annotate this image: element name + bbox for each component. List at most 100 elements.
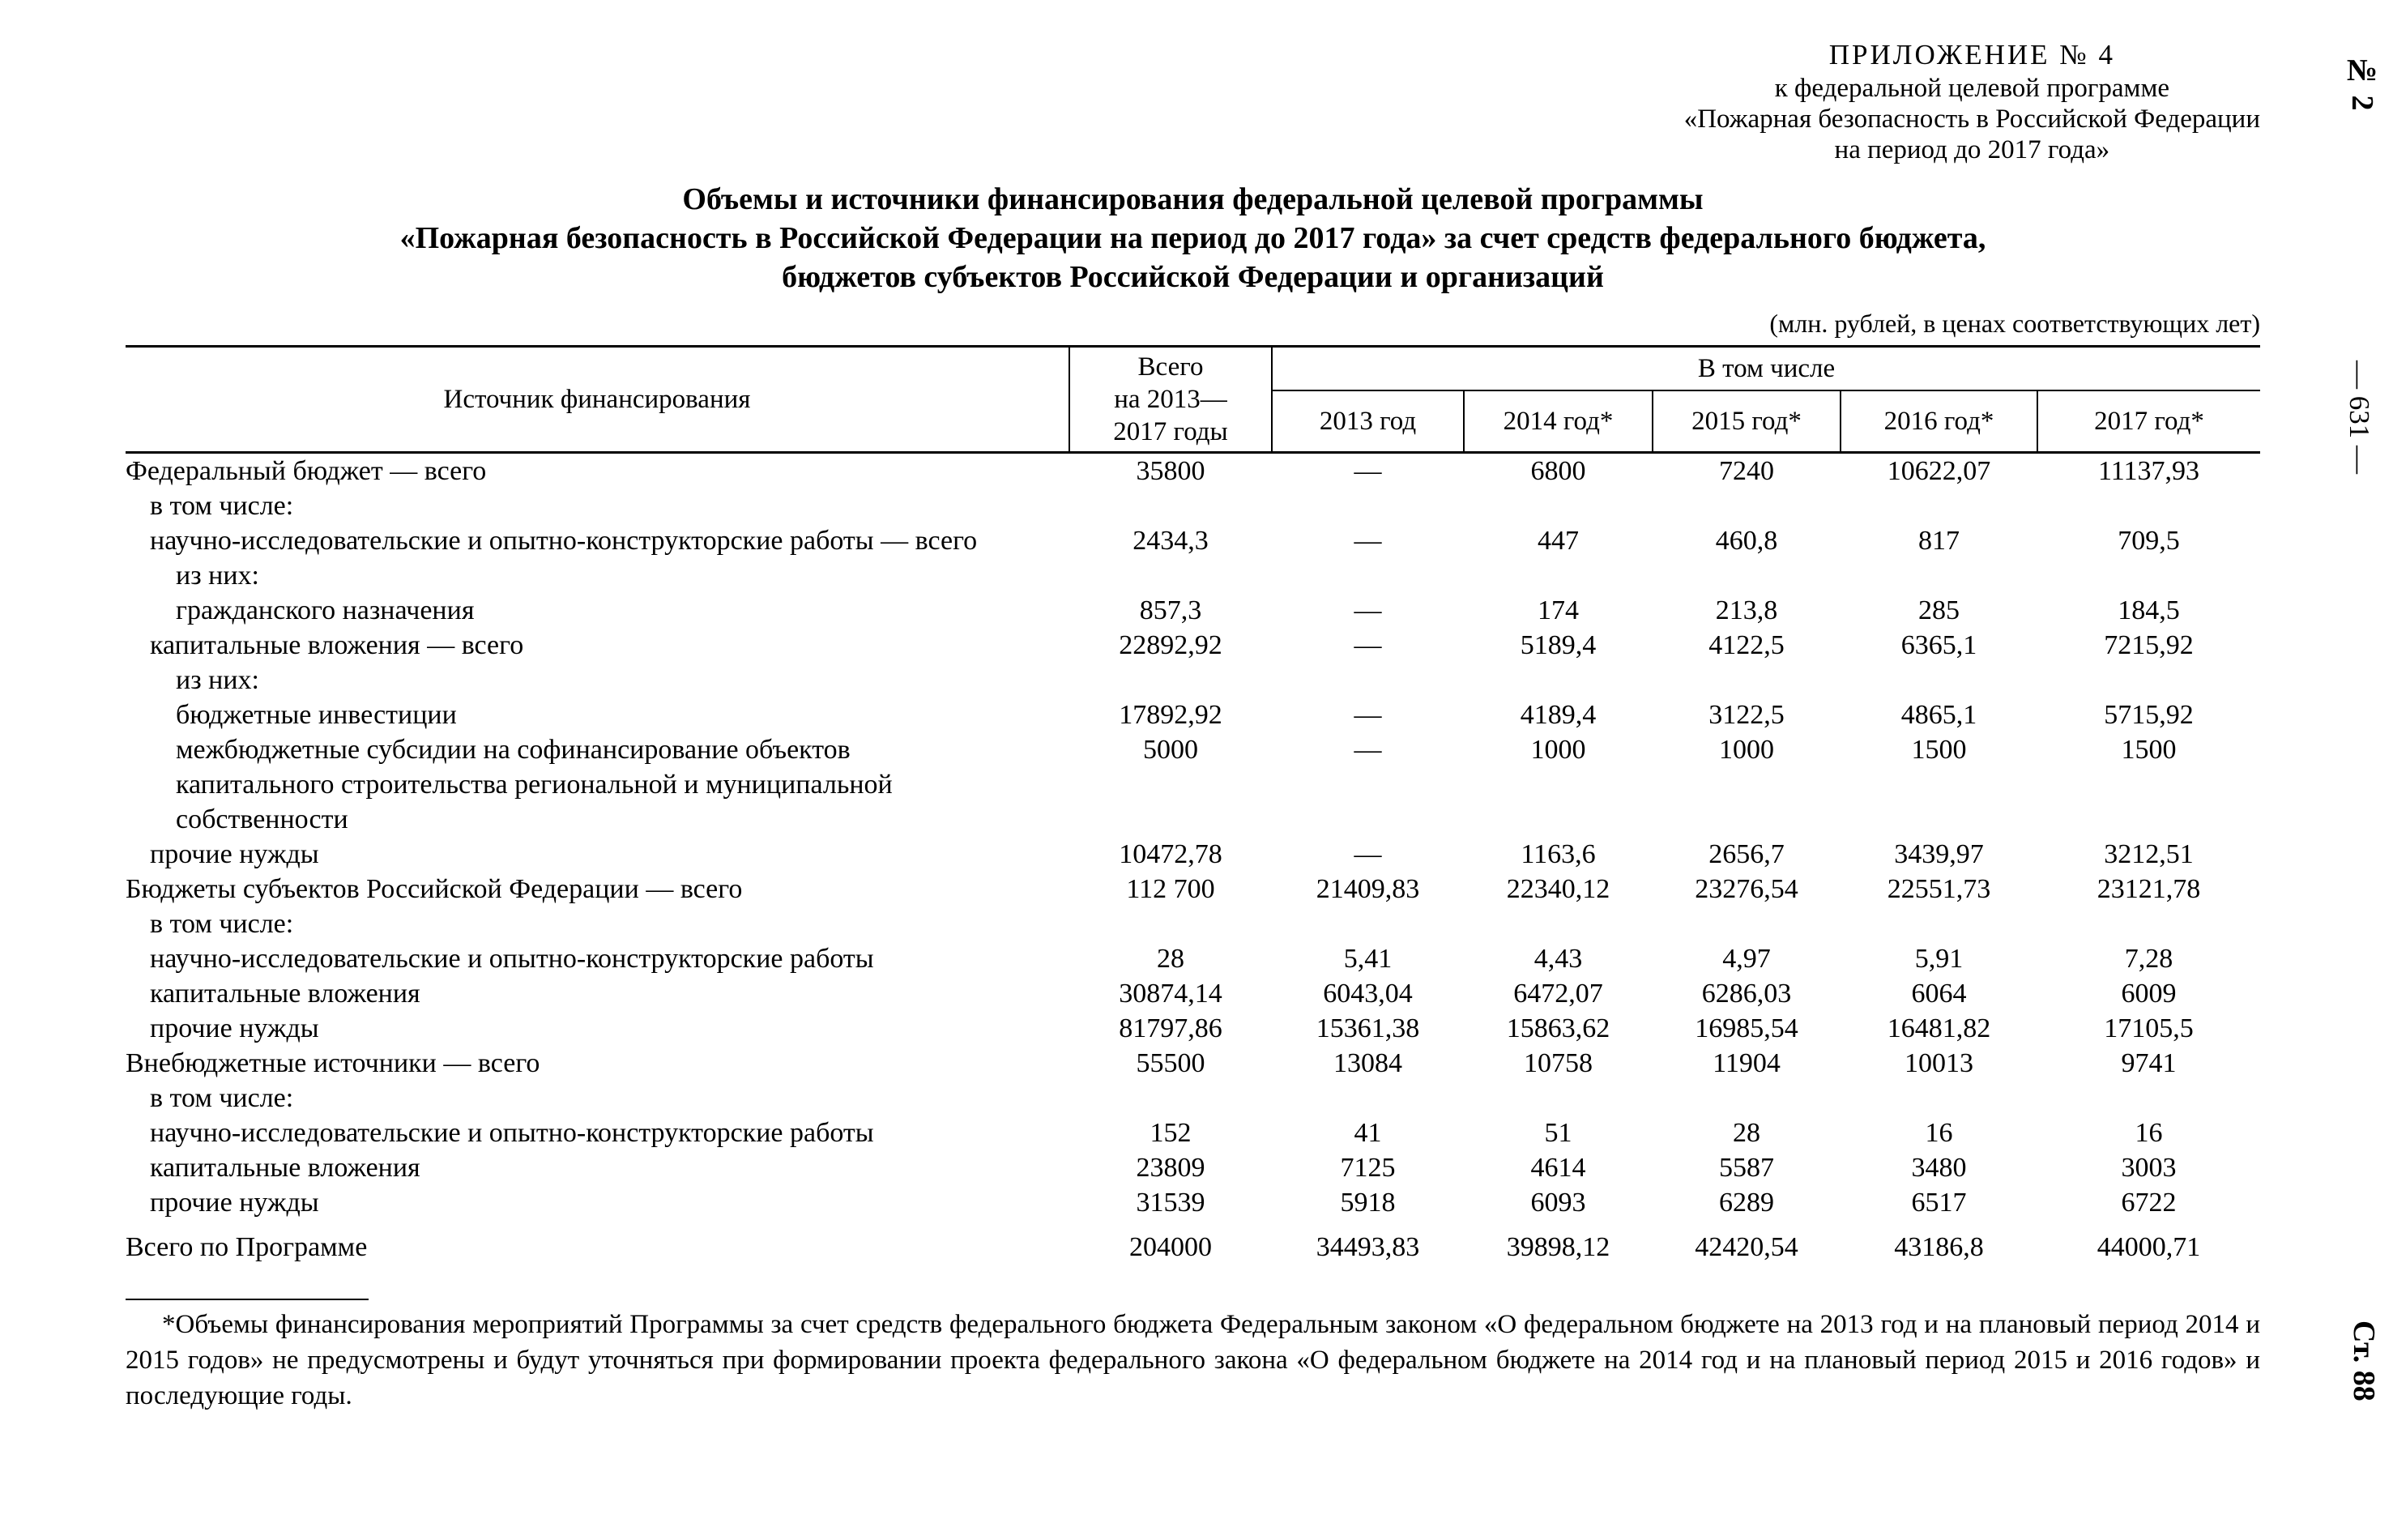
table-row: Внебюджетные источники — всего 55500 130… xyxy=(126,1046,2260,1081)
row-value-total xyxy=(1069,663,1272,697)
row-value-2017 xyxy=(2037,558,2260,593)
table-row: из них: xyxy=(126,663,2260,697)
row-value-total: 81797,86 xyxy=(1119,1013,1222,1043)
row-label: прочие нужды xyxy=(150,1188,319,1218)
row-value-2017: 709,5 xyxy=(2118,526,2180,556)
col-header-year-2016: 2016 год* xyxy=(1841,390,2038,454)
col-header-year-2015: 2015 год* xyxy=(1653,390,1841,454)
row-value-2013: — xyxy=(1354,456,1382,486)
row-value-2015 xyxy=(1653,1081,1841,1116)
table-row: бюджетные инвестиции 17892,92 — 4189,4 3… xyxy=(126,697,2260,732)
title-line-3: бюджетов субъектов Российской Федерации … xyxy=(782,260,1604,294)
row-value-total xyxy=(1069,558,1272,593)
row-value-total: 5000 xyxy=(1143,735,1198,765)
row-value-2017: 9741 xyxy=(2121,1048,2177,1078)
row-label: межбюджетные субсидии на софинансировани… xyxy=(176,735,893,834)
footnote-text: *Объемы финансирования мероприятий Прогр… xyxy=(126,1310,2260,1410)
row-value-2015: 5587 xyxy=(1719,1153,1774,1183)
row-value-2016 xyxy=(1841,558,2037,593)
row-value-2014 xyxy=(1464,488,1653,523)
row-value-2016: 6064 xyxy=(1911,979,1967,1009)
row-value-2015: 3122,5 xyxy=(1708,700,1785,730)
row-value-2015: 16985,54 xyxy=(1695,1013,1798,1043)
row-value-2013: — xyxy=(1354,630,1382,660)
row-value-2013: — xyxy=(1354,700,1382,730)
row-value-2014: 39898,12 xyxy=(1506,1232,1610,1262)
row-value-2014: 447 xyxy=(1538,526,1579,556)
row-value-2013: 34493,83 xyxy=(1316,1232,1420,1262)
row-label: Бюджеты субъектов Российской Федерации —… xyxy=(126,874,743,904)
row-value-2014: 1163,6 xyxy=(1521,839,1596,869)
row-value-total: 10472,78 xyxy=(1119,839,1222,869)
row-value-2015: 7240 xyxy=(1719,456,1774,486)
table-row: научно-исследовательские и опытно-констр… xyxy=(126,1116,2260,1150)
row-label: в том числе: xyxy=(150,491,294,521)
row-value-2013: 5918 xyxy=(1340,1188,1396,1218)
row-label: капитальные вложения xyxy=(150,1153,420,1183)
row-value-2016: 16 xyxy=(1925,1118,1953,1148)
table-row: прочие нужды 81797,86 15361,38 15863,62 … xyxy=(126,1011,2260,1046)
row-value-2013: 13084 xyxy=(1333,1048,1402,1078)
table-row: капитальные вложения — всего 22892,92 — … xyxy=(126,628,2260,663)
row-label: бюджетные инвестиции xyxy=(176,700,457,730)
table-body: Федеральный бюджет — всего 35800 — 6800 … xyxy=(126,453,2260,1265)
row-value-2017: 7,28 xyxy=(2124,944,2173,974)
table-row: научно-исследовательские и опытно-констр… xyxy=(126,941,2260,976)
row-value-2017 xyxy=(2037,488,2260,523)
document-title: Объемы и источники финансирования федера… xyxy=(126,180,2260,296)
row-value-total: 30874,14 xyxy=(1119,979,1222,1009)
row-value-2015: 1000 xyxy=(1719,735,1774,765)
row-value-2016: 16481,82 xyxy=(1887,1013,1991,1043)
row-value-total: 28 xyxy=(1157,944,1184,974)
row-value-2013: — xyxy=(1354,839,1382,869)
row-value-2016: 10622,07 xyxy=(1887,456,1991,486)
table-row: прочие нужды 10472,78 — 1163,6 2656,7 34… xyxy=(126,837,2260,872)
row-value-2015: 6286,03 xyxy=(1701,979,1792,1009)
row-value-total xyxy=(1069,907,1272,941)
appendix-heading: ПРИЛОЖЕНИЕ № 4 xyxy=(1828,39,2115,70)
row-value-2016 xyxy=(1841,1081,2037,1116)
row-value-2015: 11904 xyxy=(1713,1048,1781,1078)
row-value-2016: 285 xyxy=(1918,595,1960,625)
row-value-2015: 4122,5 xyxy=(1708,630,1785,660)
row-value-total: 152 xyxy=(1150,1118,1192,1148)
col-header-year-2017: 2017 год* xyxy=(2037,390,2260,454)
issue-number-margin-mark: № 2 xyxy=(2345,53,2379,111)
row-value-2014: 10758 xyxy=(1524,1048,1593,1078)
footnote-separator xyxy=(126,1299,369,1300)
row-value-2014: 15863,62 xyxy=(1506,1013,1610,1043)
row-label: в том числе: xyxy=(150,1083,294,1113)
row-value-2013 xyxy=(1272,663,1464,697)
row-value-2014: 4,43 xyxy=(1533,944,1583,974)
row-value-total: 23809 xyxy=(1136,1153,1205,1183)
row-value-2016: 1500 xyxy=(1911,735,1967,765)
row-value-2015: 2656,7 xyxy=(1708,839,1785,869)
row-value-2016: 6517 xyxy=(1911,1188,1967,1218)
row-value-2014: 5189,4 xyxy=(1520,630,1597,660)
row-value-2013 xyxy=(1272,488,1464,523)
row-value-2017 xyxy=(2037,1081,2260,1116)
row-value-2017: 11137,93 xyxy=(2098,456,2199,486)
row-label: научно-исследовательские и опытно-констр… xyxy=(150,944,874,974)
row-label: прочие нужды xyxy=(150,1013,319,1043)
row-value-2015 xyxy=(1653,558,1841,593)
row-label: из них: xyxy=(176,665,259,695)
row-value-2016: 817 xyxy=(1918,526,1960,556)
row-value-2015: 213,8 xyxy=(1715,595,1778,625)
appendix-line-3: на период до 2017 года» xyxy=(1834,135,2110,164)
row-value-2016: 22551,73 xyxy=(1887,874,1991,904)
row-value-2013: 5,41 xyxy=(1343,944,1393,974)
row-value-2013: 41 xyxy=(1354,1118,1382,1148)
row-value-2014: 4189,4 xyxy=(1520,700,1597,730)
row-value-2016: 43186,8 xyxy=(1894,1232,1984,1262)
appendix-line-1: к федеральной целевой программе xyxy=(1774,74,2169,103)
table-row: гражданского назначения 857,3 — 174 213,… xyxy=(126,593,2260,628)
row-value-2014: 51 xyxy=(1544,1118,1572,1148)
row-value-total: 2434,3 xyxy=(1133,526,1209,556)
row-value-2013 xyxy=(1272,1081,1464,1116)
row-value-total: 17892,92 xyxy=(1119,700,1222,730)
table-row: Федеральный бюджет — всего 35800 — 6800 … xyxy=(126,453,2260,489)
row-label: Внебюджетные источники — всего xyxy=(126,1048,540,1078)
row-value-2017: 6009 xyxy=(2121,979,2177,1009)
